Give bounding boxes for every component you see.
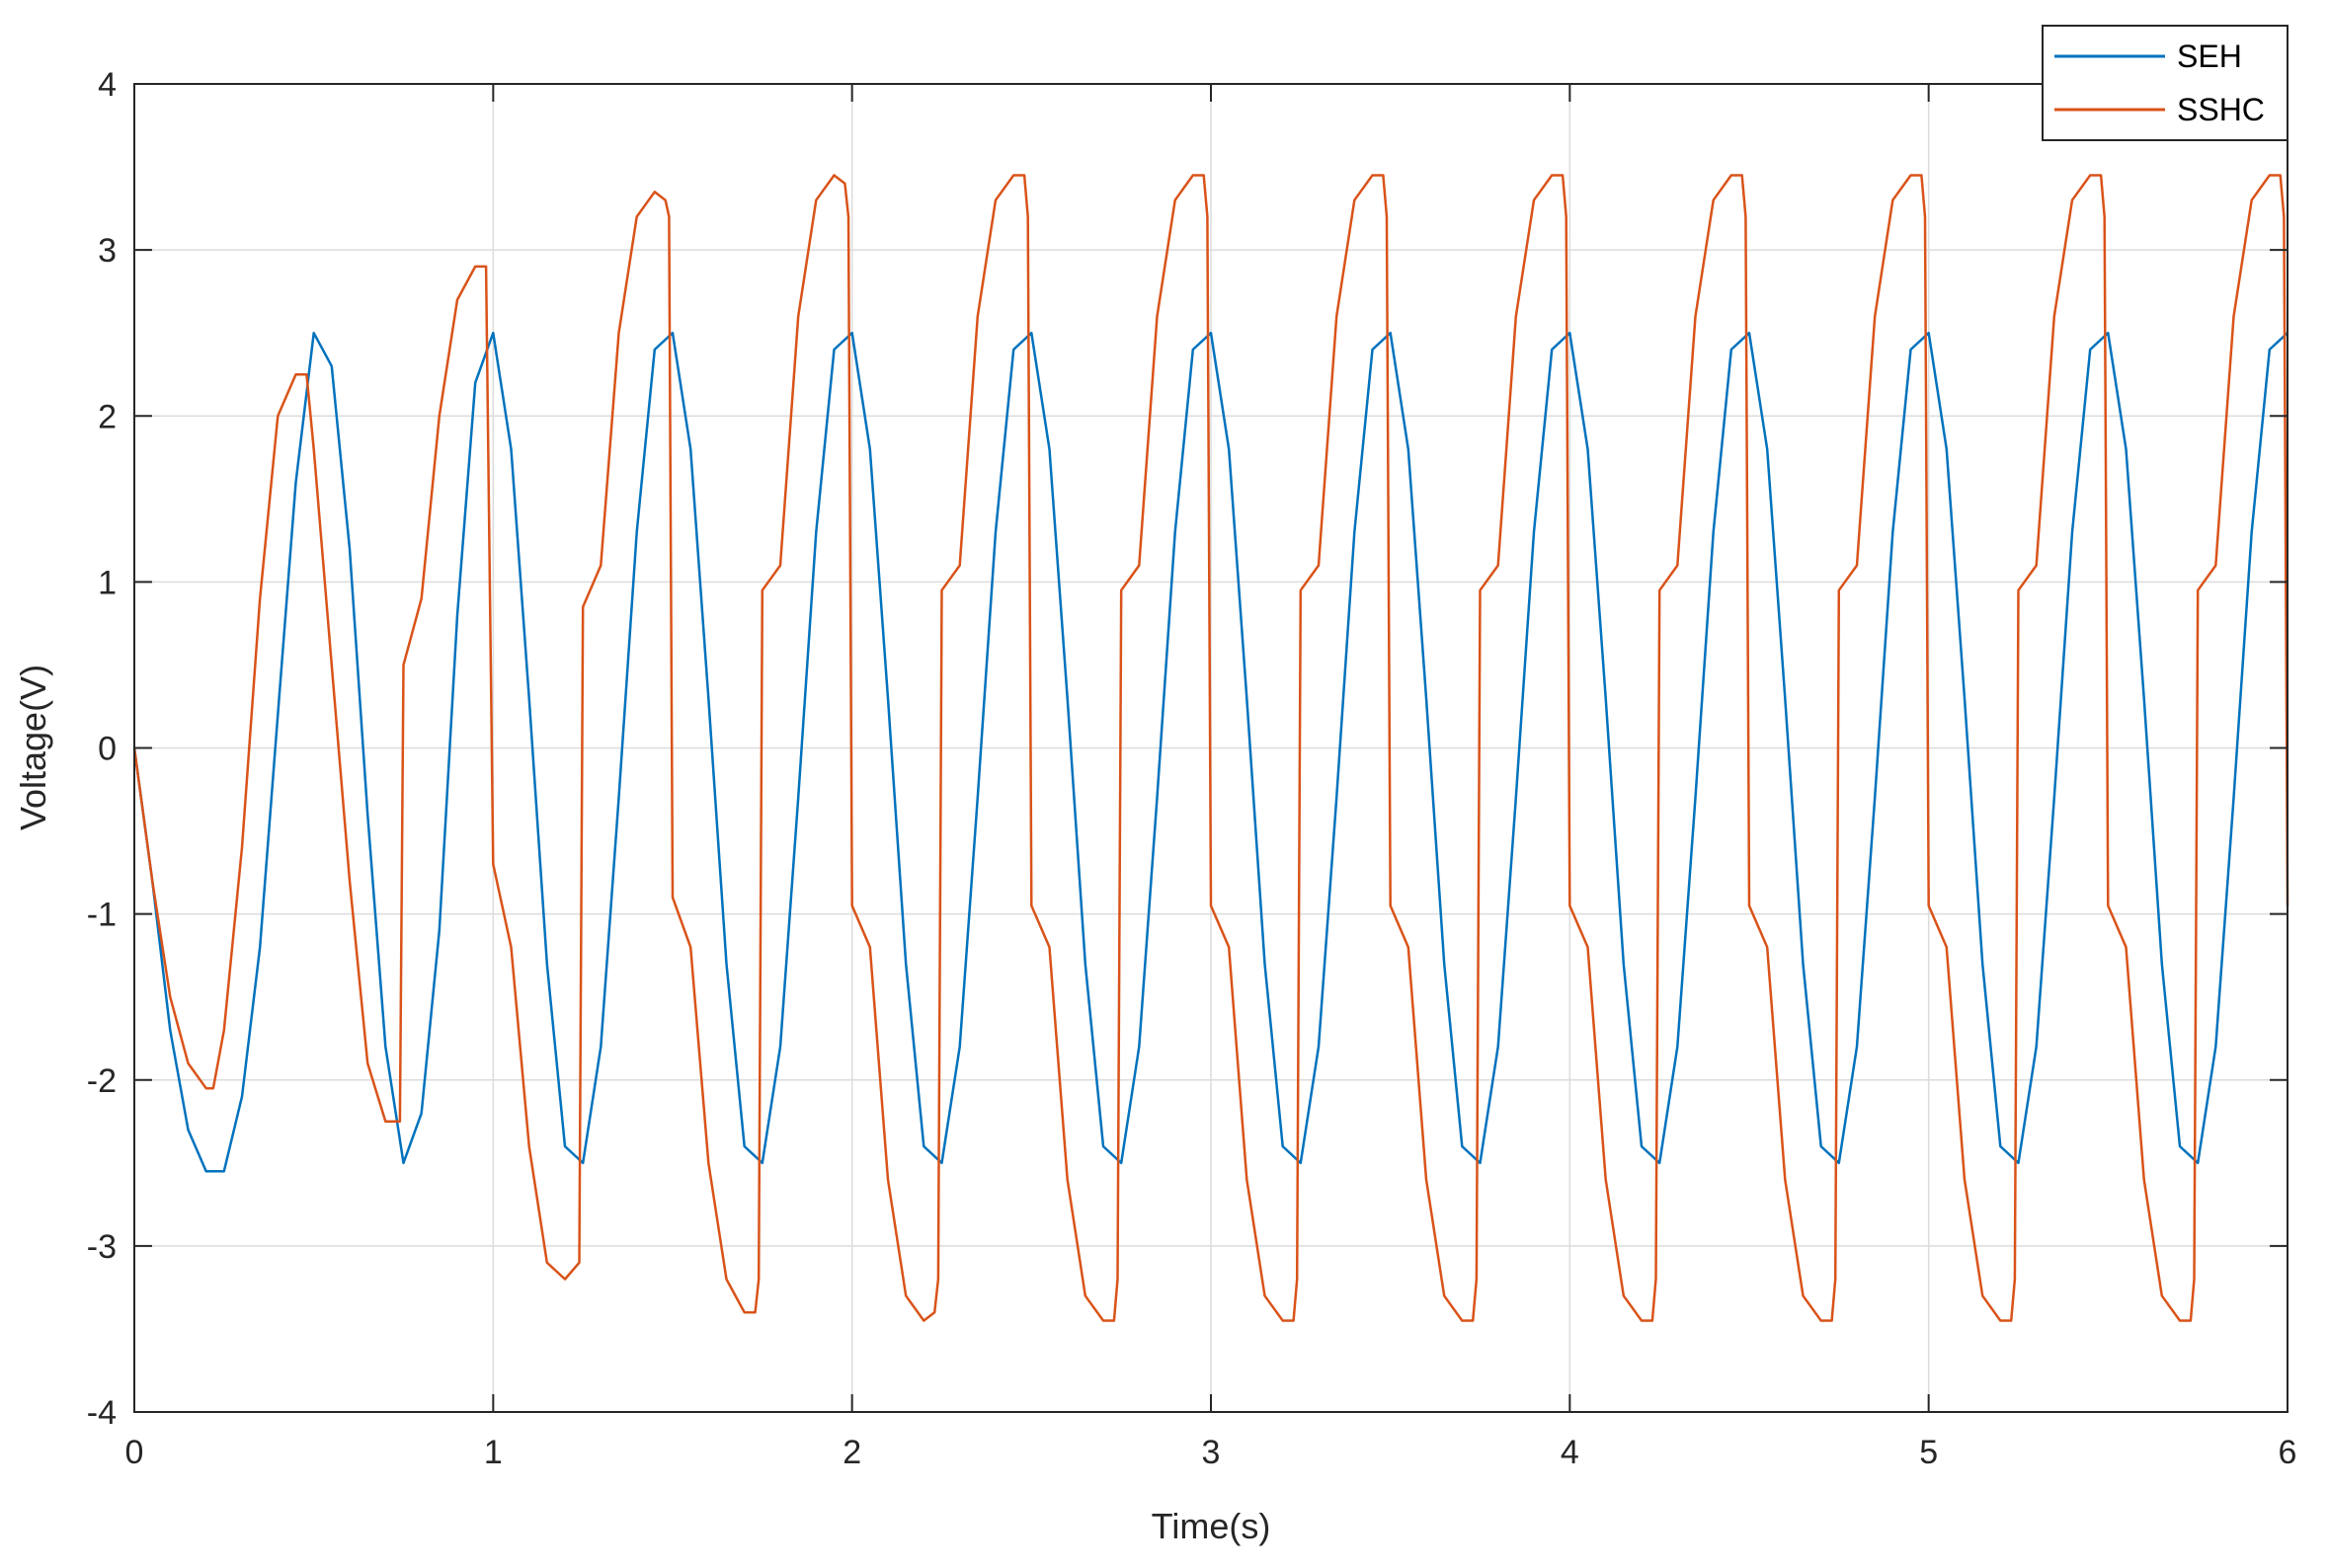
series-lines <box>132 174 2289 1322</box>
legend-label-sshc: SSHC <box>2177 92 2265 127</box>
legend-box <box>2042 25 2289 141</box>
y-tick-label: -2 <box>87 1062 117 1100</box>
y-tick-label: 0 <box>98 731 117 768</box>
y-tick-label: -1 <box>87 897 117 934</box>
y-tick-label: -3 <box>87 1228 117 1266</box>
y-tick-label: 2 <box>98 398 117 435</box>
x-tick-label: 3 <box>1202 1434 1221 1471</box>
x-tick-label: 2 <box>843 1434 861 1471</box>
y-tick-label: 3 <box>98 232 117 270</box>
ticks: 0 1 2 3 4 5 6 -4 -3 -2 -1 0 1 2 3 4 <box>87 66 2297 1471</box>
series-line-seh <box>132 331 2289 1173</box>
x-tick-label: 1 <box>484 1434 503 1471</box>
x-tick-label: 0 <box>125 1434 144 1471</box>
x-tick-label: 4 <box>1561 1434 1579 1471</box>
series-line-sshc <box>132 174 2289 1322</box>
y-tick-label: 1 <box>98 564 117 601</box>
x-tick-label: 5 <box>1919 1434 1938 1471</box>
y-tick-label: 4 <box>98 66 117 104</box>
y-axis-label: Voltage(V) <box>13 665 53 830</box>
legend[interactable]: SEH SSHC <box>2042 25 2289 141</box>
x-tick-label: 6 <box>2279 1434 2297 1471</box>
x-axis-label: Time(s) <box>1152 1506 1271 1546</box>
y-tick-label: -4 <box>87 1394 117 1432</box>
legend-label-seh: SEH <box>2177 39 2242 74</box>
